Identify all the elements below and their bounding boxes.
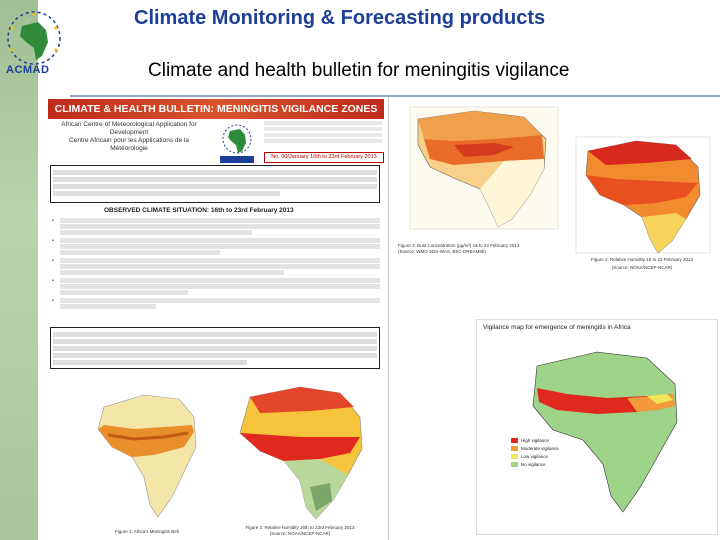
legend-swatch (511, 462, 518, 468)
contact-block (264, 121, 382, 143)
issue-date: No. 00/January 16th to 23rd February 201… (264, 152, 384, 163)
humidity-caption: Figure 4: Relative Humidity 16 to 23 Feb… (590, 257, 694, 262)
summary-box (50, 165, 380, 203)
org-name-fr: Centre Africain pour les Applications de… (69, 137, 189, 152)
figure-caption: Figure 1: Africa's Meningitis Belt (115, 529, 179, 534)
figure-source: (Source: NOAA/NCEP-NCAR) (269, 531, 331, 536)
vigilance-panel: Vigilance map for emergence of meningiti… (476, 319, 718, 535)
legend-item: Moderate vigilance (511, 446, 559, 452)
legend-item: No vigilance (511, 462, 546, 468)
page-title: Climate Monitoring & Forecasting product… (134, 7, 546, 29)
humidity-map-right (566, 133, 716, 263)
legend-swatch (511, 446, 518, 452)
bullet-item (52, 218, 380, 235)
dust-concentration-map (394, 99, 564, 239)
legend-swatch (511, 454, 518, 460)
acmad-logo-icon (7, 11, 61, 65)
figure-caption: Figure 2: Relative humidity 16th to 23rd… (245, 525, 355, 530)
bullet-item (52, 238, 380, 255)
meningitis-belt-map (84, 377, 214, 527)
bulletin-page: CLIMATE & HEALTH BULLETIN: MENINGITIS VI… (44, 97, 389, 540)
vigilance-title: Vigilance map for emergence of meningiti… (483, 324, 631, 331)
logo-text: ACMAD (6, 64, 50, 76)
legend-item: Low vigilance (511, 454, 548, 460)
dust-source: (Source: WMO SDS-WAS, BSC-DREAM8b) (398, 249, 486, 254)
left-sidebar (0, 0, 38, 540)
bullet-item (52, 278, 380, 295)
humidity-source: (Source: NOAA/NCEP-NCAR) (611, 265, 673, 270)
page-subtitle: Climate and health bulletin for meningit… (148, 60, 570, 81)
divider (70, 95, 720, 97)
bulletin-banner: CLIMATE & HEALTH BULLETIN: MENINGITIS VI… (48, 99, 384, 119)
org-name: African Centre of Meteorological Applica… (54, 121, 204, 153)
relative-humidity-map (220, 377, 380, 527)
acmad-small-logo-icon (220, 124, 254, 163)
observed-heading: OBSERVED CLIMATE SITUATION: 16th to 23rd… (104, 207, 294, 214)
bulletin-document: CLIMATE & HEALTH BULLETIN: MENINGITIS VI… (44, 97, 720, 540)
bullet-list (52, 217, 380, 312)
bullet-item (52, 298, 380, 309)
org-name-en: African Centre of Meteorological Applica… (61, 121, 197, 136)
vigilance-map (532, 351, 678, 513)
legend-item: High vigilance (511, 438, 549, 444)
outlook-box (50, 327, 380, 369)
legend-swatch (511, 438, 518, 444)
bullet-item (52, 258, 380, 275)
dust-caption: Figure 3: Dust Concentration (µg/m³) 16 … (398, 243, 520, 248)
